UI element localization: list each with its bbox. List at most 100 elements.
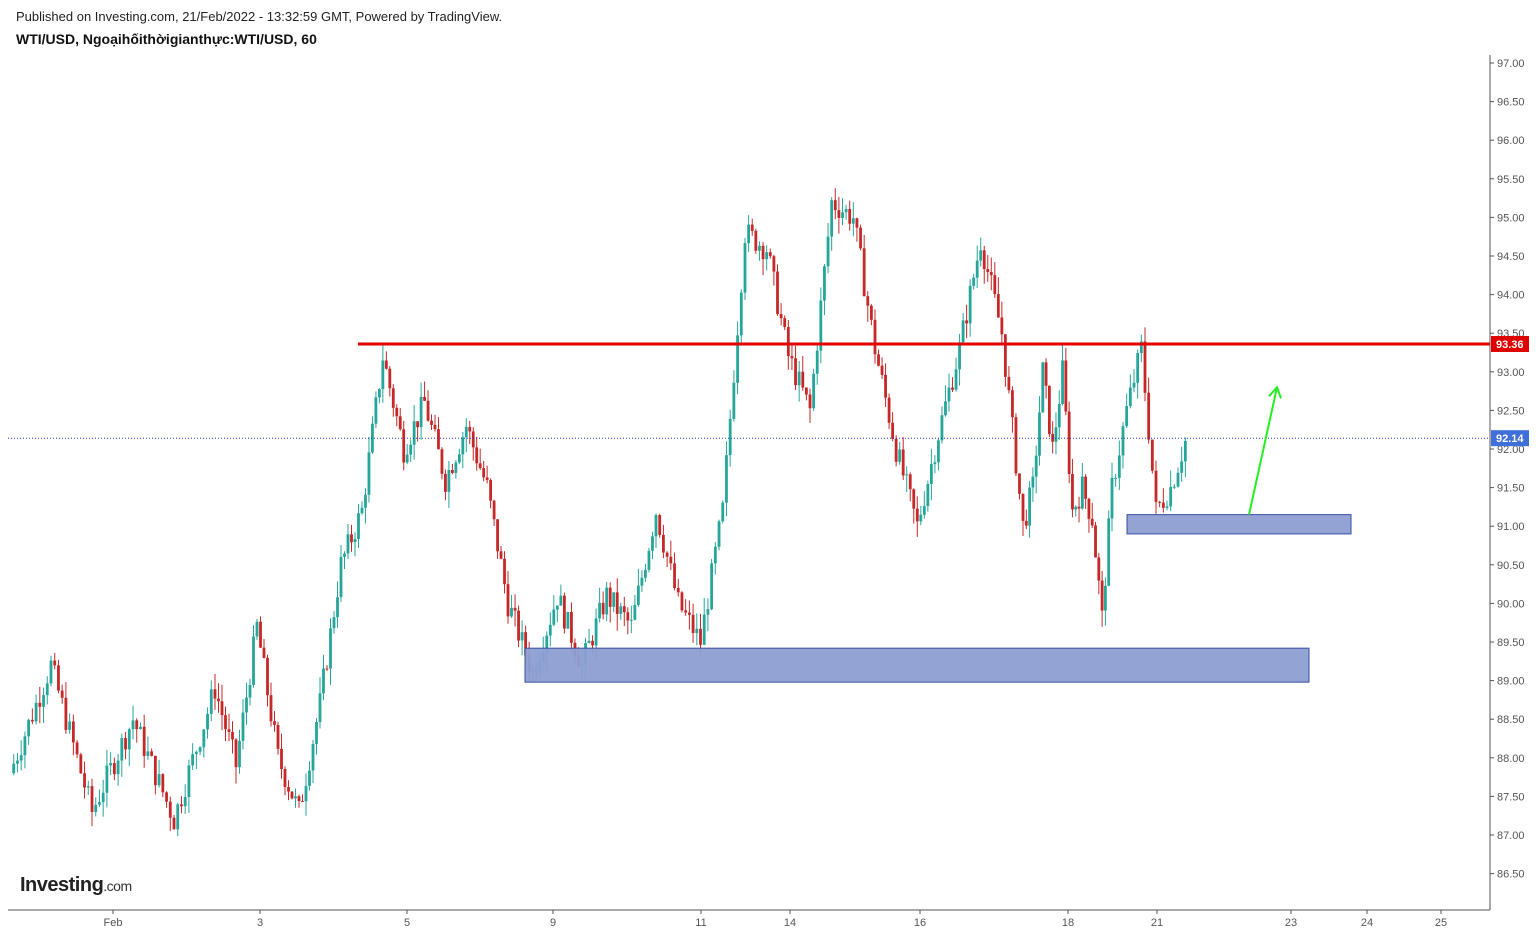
candle xyxy=(1183,437,1187,478)
candle xyxy=(329,618,332,686)
candle xyxy=(1117,440,1121,491)
candle xyxy=(478,448,482,470)
candle xyxy=(736,321,739,395)
candle xyxy=(691,603,695,643)
candle xyxy=(566,611,570,629)
candle xyxy=(869,304,873,326)
candle xyxy=(176,802,180,837)
x-tick-label: 25 xyxy=(1435,917,1447,929)
candle xyxy=(844,204,848,220)
candle xyxy=(887,393,891,430)
support-zone[interactable] xyxy=(524,647,1310,683)
support-zone[interactable] xyxy=(1126,514,1352,535)
candle xyxy=(520,620,524,656)
candle xyxy=(979,237,983,267)
y-tick-label: 88.00 xyxy=(1497,753,1525,765)
candle xyxy=(402,420,406,471)
candle xyxy=(750,218,754,236)
candle xyxy=(384,351,388,370)
candle xyxy=(131,705,135,740)
candle xyxy=(1003,334,1007,387)
candle xyxy=(823,264,826,316)
candle xyxy=(1100,571,1104,627)
candle xyxy=(884,363,887,407)
candle xyxy=(124,731,127,760)
candle xyxy=(45,676,49,705)
candle xyxy=(665,551,669,568)
candle xyxy=(1143,327,1147,402)
candle xyxy=(27,718,31,745)
symbol-title: WTI/USD, Ngoạihốithờigianthực:WTI/USD, 6… xyxy=(16,31,317,47)
candle xyxy=(157,759,161,788)
candle xyxy=(570,602,573,654)
candle xyxy=(290,791,294,800)
y-tick-label: 86.50 xyxy=(1497,869,1525,881)
candle xyxy=(127,727,131,767)
candle xyxy=(919,505,923,526)
candle xyxy=(739,289,743,346)
candle xyxy=(721,500,725,524)
candle xyxy=(1125,393,1129,429)
candle xyxy=(503,551,506,594)
candle xyxy=(482,460,486,482)
candle xyxy=(513,594,517,627)
candle xyxy=(1077,496,1081,523)
x-tick-label: Feb xyxy=(104,917,123,929)
candle xyxy=(968,279,972,337)
candle xyxy=(297,794,301,808)
candle xyxy=(1090,502,1094,528)
y-tick-label: 89.50 xyxy=(1497,637,1525,649)
y-tick-label: 91.50 xyxy=(1497,483,1525,495)
candle xyxy=(768,248,772,259)
candle xyxy=(23,731,27,769)
candle xyxy=(713,542,717,575)
candle xyxy=(34,694,38,725)
candles-layer xyxy=(12,188,1187,837)
y-tick-label: 94.00 xyxy=(1497,290,1525,302)
candle xyxy=(855,217,859,242)
candle xyxy=(658,513,662,538)
candle xyxy=(819,287,823,364)
candle xyxy=(294,788,297,808)
x-tick-label: 24 xyxy=(1361,917,1373,929)
candle xyxy=(146,736,150,760)
candle xyxy=(336,581,339,628)
candle xyxy=(758,241,761,261)
candle xyxy=(183,784,187,814)
candle xyxy=(506,570,510,624)
candle xyxy=(318,677,322,729)
candle xyxy=(1110,462,1114,532)
candle xyxy=(644,563,647,583)
candle xyxy=(353,532,357,557)
up-arrow-annotation[interactable] xyxy=(1248,385,1282,515)
svg-text:93.36: 93.36 xyxy=(1496,339,1524,351)
candle xyxy=(937,437,940,471)
candle xyxy=(1094,521,1097,558)
candle xyxy=(695,613,699,646)
candle xyxy=(619,602,623,620)
candle xyxy=(1147,377,1151,444)
candle xyxy=(311,740,315,783)
candle xyxy=(1121,422,1125,469)
candle xyxy=(71,714,75,756)
candle xyxy=(388,366,392,397)
candle xyxy=(673,552,676,591)
candle xyxy=(202,728,206,758)
candle xyxy=(833,188,837,220)
candle xyxy=(38,686,42,724)
candle xyxy=(1150,439,1154,474)
candle xyxy=(83,761,86,799)
candle xyxy=(640,570,644,593)
candle xyxy=(224,706,227,742)
candle xyxy=(1041,361,1045,413)
candle xyxy=(1047,385,1051,437)
candle xyxy=(172,814,176,830)
candle xyxy=(12,754,16,776)
svg-text:92.14: 92.14 xyxy=(1496,433,1524,445)
candle xyxy=(912,488,916,524)
candle xyxy=(332,611,336,634)
y-tick-label: 96.50 xyxy=(1497,97,1525,109)
candle xyxy=(555,605,559,623)
candle xyxy=(450,464,454,475)
